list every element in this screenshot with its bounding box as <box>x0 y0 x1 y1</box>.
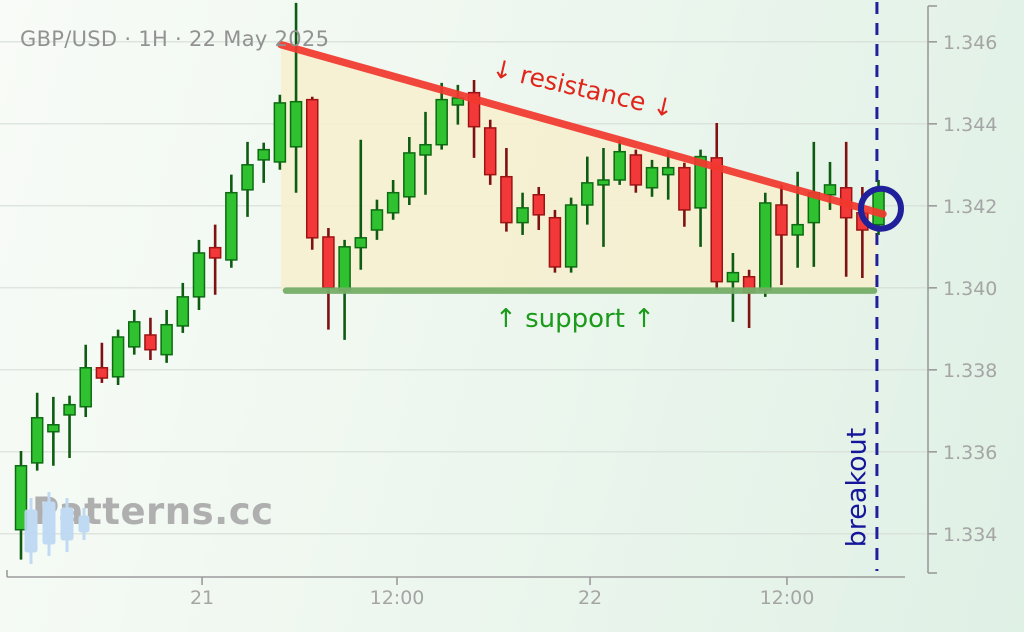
candle-body <box>661 166 675 176</box>
candle-body <box>144 334 157 351</box>
candle-body <box>678 166 691 211</box>
support-annotation: ↑ support ↑ <box>495 304 655 334</box>
candle-body <box>176 296 190 327</box>
candle-body <box>435 98 448 146</box>
candle-body <box>273 102 287 163</box>
candle-body <box>597 179 610 186</box>
resistance-line <box>277 40 887 218</box>
candle-body <box>14 465 28 531</box>
candle-body <box>322 236 335 289</box>
candle-body <box>386 191 400 214</box>
candle-body <box>30 417 44 464</box>
candle-body <box>403 152 416 198</box>
candle-body <box>791 223 804 236</box>
candle-body <box>500 175 513 224</box>
candle-body <box>629 154 643 186</box>
candle-body <box>548 216 562 268</box>
candle-body <box>354 237 368 249</box>
candle-body <box>192 252 206 298</box>
breakout-annotation: breakout <box>841 427 873 548</box>
y-tick-label: 1.334 <box>943 524 997 546</box>
pattern-fill <box>281 48 877 291</box>
candle-body <box>872 189 885 226</box>
candle-body <box>710 157 723 283</box>
candle-body <box>79 367 92 408</box>
candle-body <box>581 182 594 206</box>
y-tick-label: 1.342 <box>943 196 997 218</box>
x-tick-label: 21 <box>190 587 214 609</box>
candle-body <box>759 202 772 291</box>
candle-body <box>370 209 384 231</box>
chart-title: GBP/USD · 1H · 22 May 2025 <box>20 27 330 51</box>
candle-body <box>128 321 141 348</box>
candle-body <box>613 150 626 181</box>
candle-body <box>208 246 222 259</box>
x-tick-label: 12:00 <box>370 587 425 609</box>
y-tick-label: 1.336 <box>943 442 997 464</box>
candle-body <box>241 164 254 191</box>
candle-body <box>160 323 173 356</box>
candle-body <box>95 367 109 379</box>
candle-body <box>726 271 740 283</box>
candle-body <box>257 148 270 161</box>
x-tick-label: 12:00 <box>760 587 815 609</box>
candle-body <box>516 207 529 224</box>
candle-body <box>532 194 546 216</box>
y-tick-label: 1.346 <box>943 32 997 54</box>
candle-body <box>775 204 788 236</box>
candle-body <box>289 100 303 148</box>
candle-body <box>63 403 76 416</box>
candle-body <box>467 91 481 128</box>
candle-body <box>47 424 60 433</box>
candle-body <box>694 155 707 209</box>
candle-body <box>823 184 837 196</box>
candle-body <box>305 98 319 239</box>
candle-body <box>111 336 125 378</box>
x-tick-label: 22 <box>578 587 602 609</box>
y-tick-label: 1.344 <box>943 114 997 136</box>
watermark: Patterns.cc <box>22 490 274 564</box>
candle-body <box>483 127 497 176</box>
breakout-circle <box>857 185 904 232</box>
y-tick-label: 1.340 <box>943 278 997 300</box>
candle-body <box>645 166 659 189</box>
candle-body <box>225 191 238 261</box>
candle-body <box>338 246 351 292</box>
candle-body <box>419 143 432 156</box>
y-tick-label: 1.338 <box>943 360 997 382</box>
candle-body <box>564 204 578 268</box>
